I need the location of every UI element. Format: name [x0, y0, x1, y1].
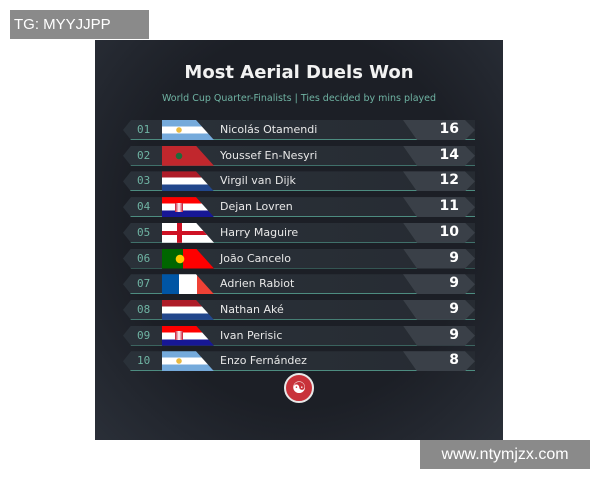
table-row: 10 Enzo Fernández 8: [123, 351, 475, 372]
value: 8: [449, 352, 459, 369]
value: 10: [439, 223, 459, 240]
row-bar: [123, 299, 475, 320]
value: 9: [449, 275, 459, 292]
rank: 03: [137, 174, 151, 188]
player-name: Ivan Perisic: [220, 328, 283, 342]
table-row: 02 Youssef En-Nesyri 14: [123, 145, 475, 166]
player-name: Enzo Fernández: [220, 354, 307, 368]
rank: 08: [137, 302, 151, 316]
row-bar: [123, 197, 475, 218]
table-row: 01 Nicolás Otamendi 16: [123, 120, 475, 140]
rank: 07: [137, 277, 151, 291]
player-name: Youssef En-Nesyri: [220, 148, 318, 162]
watermark-top: TG: MYYJJPP: [10, 10, 149, 39]
value-box: 8: [403, 351, 475, 372]
value-box: 9: [403, 299, 475, 320]
value: 16: [439, 121, 459, 137]
rank: 02: [137, 148, 151, 162]
row-bar: [123, 145, 475, 166]
rank: 01: [137, 123, 151, 136]
value-box: 16: [403, 120, 475, 140]
player-name: Nicolás Otamendi: [220, 123, 318, 136]
player-name: Dejan Lovren: [220, 200, 293, 214]
subtitle: World Cup Quarter-Finalists | Ties decid…: [161, 93, 437, 104]
player-name: Harry Maguire: [220, 225, 299, 239]
row-bar: [123, 171, 475, 192]
page-title: Most Aerial Duels Won: [184, 62, 414, 83]
row-bar: [123, 120, 475, 140]
table-row: 08 Nathan Aké 9: [123, 299, 475, 320]
value: 9: [449, 300, 459, 317]
value: 9: [449, 249, 459, 266]
player-name: Adrien Rabiot: [220, 277, 295, 291]
value-box: 11: [403, 197, 475, 218]
value-box: 12: [403, 171, 475, 192]
player-name: João Cancelo: [220, 251, 291, 265]
infographic-card: Most Aerial Duels Won World Cup Quarter-…: [95, 40, 503, 440]
rank: 10: [137, 354, 151, 368]
rank: 06: [137, 251, 151, 265]
table-row: 03 Virgil van Dijk 12: [123, 171, 475, 192]
row-bar: [123, 222, 475, 243]
value: 14: [439, 146, 459, 163]
value-box: 10: [403, 222, 475, 243]
value-box: 9: [403, 248, 475, 269]
player-name: Virgil van Dijk: [220, 174, 296, 188]
player-name: Nathan Aké: [220, 302, 284, 316]
table-row: 06 João Cancelo 9: [123, 248, 475, 269]
rank: 09: [137, 328, 151, 342]
rank: 04: [137, 200, 151, 214]
value-box: 9: [403, 274, 475, 295]
table-row: 04 Dejan Lovren 11: [123, 197, 475, 218]
value: 12: [439, 172, 459, 189]
value-box: 9: [403, 325, 475, 346]
row-bar: [123, 274, 475, 295]
table-row: 05 Harry Maguire 10: [123, 222, 475, 243]
row-bar: [123, 325, 475, 346]
row-bar: [123, 248, 475, 269]
value: 11: [439, 198, 459, 215]
table-row: 09 Ivan Perisic 9: [123, 325, 475, 346]
brand-logo-icon: ☯: [284, 373, 314, 403]
table-row: 07 Adrien Rabiot 9: [123, 274, 475, 295]
watermark-bottom: www.ntymjzx.com: [420, 440, 590, 469]
rank: 05: [137, 225, 151, 239]
row-bar: [123, 351, 475, 372]
value-box: 14: [403, 145, 475, 166]
value: 9: [449, 326, 459, 343]
